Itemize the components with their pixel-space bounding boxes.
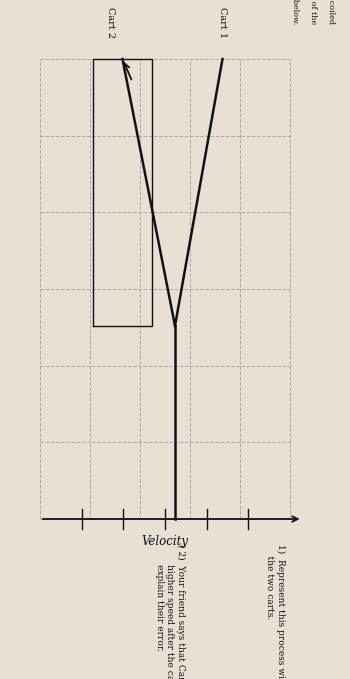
Text: Cart 2: Cart 2 — [105, 7, 114, 38]
Text: 1)  Represent this process with a momentum bar chart for the system consisting o: 1) Represent this process with a momentu… — [265, 544, 285, 679]
Text: Two carts move together along a horizontal frictionless track. A spring coiled: Two carts move together along a horizont… — [327, 0, 335, 24]
Text: ( 2)  Your friend says that Cart 1 has less mass than Cart 2 because it ends up : ( 2) Your friend says that Cart 1 has le… — [155, 544, 185, 679]
Text: Velocity: Velocity — [141, 536, 189, 549]
Text: carts before and after this interaction are shown in the velocity-time graph bel: carts before and after this interaction … — [291, 0, 299, 24]
Text: Cart 1: Cart 1 — [218, 7, 227, 38]
Text: between the two carts is released, causing the carts to separate. The velocities: between the two carts is released, causi… — [309, 0, 317, 24]
